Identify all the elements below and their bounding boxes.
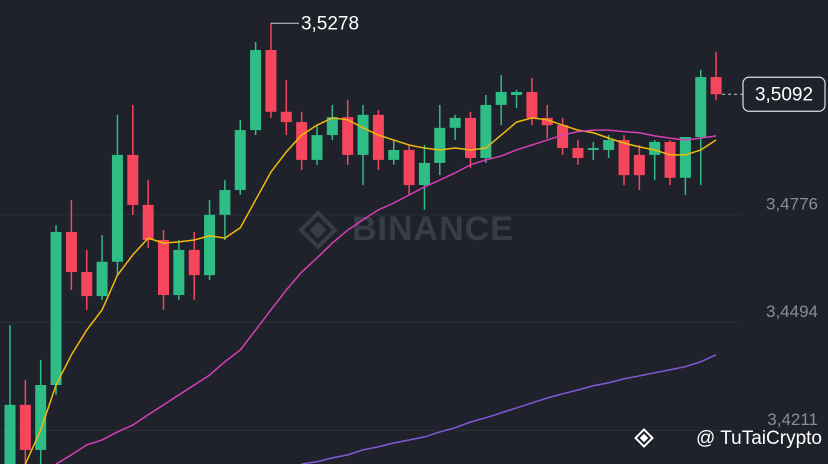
candle-body (679, 136, 691, 178)
high-marker-label: 3,5278 (301, 13, 359, 34)
candle-body (342, 117, 354, 155)
candle-body (4, 404, 16, 464)
candle-body (449, 117, 461, 128)
candle-body (50, 232, 62, 386)
candle-body (111, 154, 123, 262)
candle-body (96, 261, 108, 297)
candle-body (81, 272, 93, 297)
candle-body (250, 49, 262, 131)
candle-body (649, 141, 661, 155)
candle-body (280, 111, 292, 123)
candle-body (173, 249, 185, 295)
candle-body (511, 91, 523, 96)
candle-body (296, 122, 308, 160)
moving-average-line (24, 117, 717, 464)
watermark: BINANCE (298, 210, 514, 250)
moving-average-line (301, 354, 717, 464)
candle-body (557, 125, 569, 149)
candle-body (127, 154, 139, 205)
y-tick-label: 3,4494 (766, 302, 818, 321)
candle-body (388, 149, 400, 160)
candle-body (572, 148, 584, 158)
candle-body (418, 162, 430, 186)
candle-body (403, 149, 415, 186)
candle-body (618, 140, 630, 176)
candle-body (587, 148, 599, 150)
candle-body (465, 117, 476, 158)
candle-body (204, 214, 216, 276)
last-price-box (742, 76, 826, 112)
last-price-label: 3,5092 (755, 84, 813, 105)
candle-body (35, 385, 47, 450)
candle-body (541, 117, 553, 126)
credit-logo (634, 428, 654, 448)
candle-body (158, 240, 169, 295)
candle-body (526, 91, 538, 118)
candle-body (710, 77, 722, 95)
candle-body (265, 49, 277, 112)
candle-body (234, 130, 246, 191)
y-tick-label: 3,4211 (767, 410, 818, 429)
candle-body (664, 141, 676, 178)
candle-body (695, 77, 707, 137)
watermark-logo (298, 210, 338, 250)
candle-body (480, 104, 492, 158)
candle-body (357, 114, 369, 155)
candle-body (188, 249, 200, 276)
candle-body (372, 114, 384, 160)
candle-body (219, 190, 231, 215)
candle-body (142, 204, 154, 241)
candle-body (19, 404, 31, 450)
candle-body (495, 91, 507, 105)
y-tick-label: 3,4776 (766, 194, 818, 213)
candle-body (434, 127, 446, 163)
candle-body (603, 140, 615, 150)
credit: @ TuTaiCrypto (696, 428, 822, 449)
moving-average-line (55, 129, 717, 464)
watermark-text: BINANCE (352, 210, 514, 248)
candle-body (633, 154, 645, 176)
candle-body (326, 117, 338, 136)
candle-body (311, 135, 323, 160)
candle-body (65, 232, 77, 273)
